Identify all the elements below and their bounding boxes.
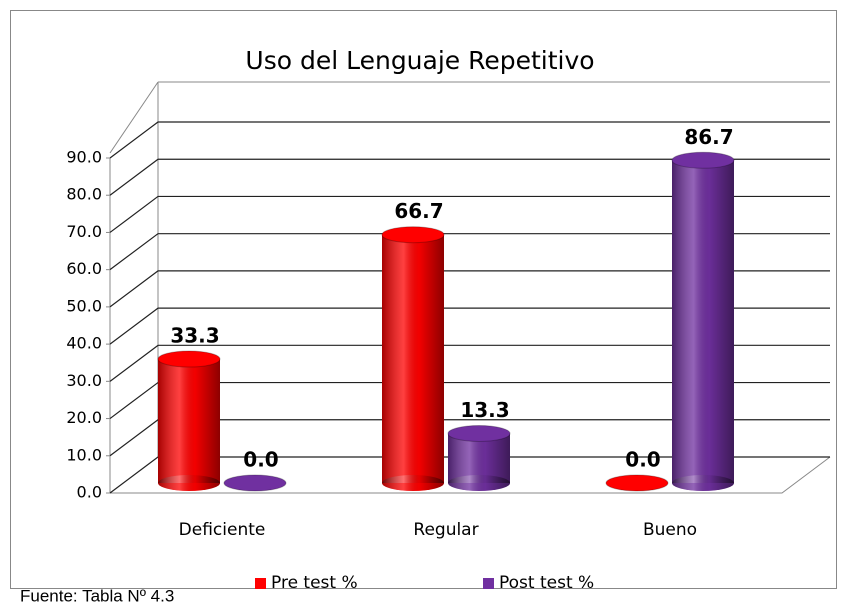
bar-shade xyxy=(672,160,734,484)
bar xyxy=(605,474,669,492)
bar-shade-bottom xyxy=(672,475,734,491)
bar xyxy=(223,474,287,492)
bar-shade-bottom xyxy=(448,475,510,491)
legend-swatch xyxy=(483,578,494,589)
y-tick-label: 0.0 xyxy=(77,483,102,502)
bar-top xyxy=(381,226,445,244)
bar-shade xyxy=(158,359,220,483)
bar-top xyxy=(223,474,287,492)
bar xyxy=(447,424,511,491)
y-tick-label: 20.0 xyxy=(66,408,102,427)
bar xyxy=(671,151,735,491)
floor xyxy=(110,456,831,494)
legend-label: Pre test % xyxy=(271,573,358,593)
y-tick-label: 80.0 xyxy=(66,185,102,204)
grid-line xyxy=(109,158,830,196)
bar-top xyxy=(447,424,511,442)
bar-shade xyxy=(382,234,444,483)
data-label: 0.0 xyxy=(243,448,278,472)
bar-top xyxy=(671,151,735,169)
bar-top xyxy=(157,350,221,368)
chart-title: Uso del Lenguaje Repetitivo xyxy=(245,46,594,75)
y-tick-label: 90.0 xyxy=(66,148,102,167)
bar xyxy=(381,226,445,491)
y-tick-label: 40.0 xyxy=(66,334,102,353)
bar xyxy=(157,350,221,491)
y-tick-label: 30.0 xyxy=(66,371,102,390)
y-tick-label: 50.0 xyxy=(66,296,102,315)
x-tick-label: Regular xyxy=(413,520,478,540)
grid-line xyxy=(109,233,830,271)
source-note: Fuente: Tabla Nº 4.3 xyxy=(20,586,174,605)
grid-line xyxy=(109,307,830,345)
legend-swatch xyxy=(255,578,266,589)
grid-line xyxy=(109,344,830,382)
grid-line xyxy=(109,121,830,159)
x-tick-label: Deficiente xyxy=(179,520,266,540)
bar-shade-bottom xyxy=(158,475,220,491)
grid-line xyxy=(109,195,830,233)
data-label: 86.7 xyxy=(684,125,733,149)
data-label: 33.3 xyxy=(170,324,219,348)
bar-shade xyxy=(448,433,510,483)
y-tick-label: 70.0 xyxy=(66,222,102,241)
x-tick-label: Bueno xyxy=(643,520,697,540)
bar-top xyxy=(605,474,669,492)
data-label: 66.7 xyxy=(394,199,443,223)
data-label: 0.0 xyxy=(625,448,660,472)
y-tick-label: 10.0 xyxy=(66,445,102,464)
diag-top xyxy=(109,81,159,154)
legend-label: Post test % xyxy=(499,573,594,593)
data-label: 13.3 xyxy=(460,398,509,422)
grid-line xyxy=(109,270,830,308)
bar-shade-bottom xyxy=(382,475,444,491)
y-tick-label: 60.0 xyxy=(66,259,102,278)
